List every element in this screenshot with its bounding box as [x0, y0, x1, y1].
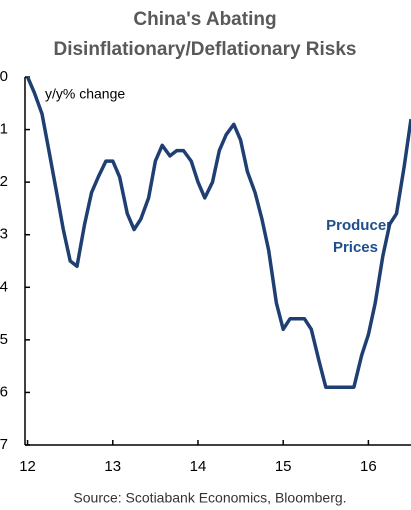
y-tick-label: -6 [0, 383, 8, 400]
chart-title: Disinflationary/Deflationary Risks [53, 39, 356, 60]
y-tick-label: -4 [0, 278, 8, 295]
annotation: Prices [333, 239, 378, 256]
y-tick-label: -3 [0, 226, 8, 243]
x-tick-label: 15 [275, 458, 292, 475]
x-tick-label: 16 [360, 458, 377, 475]
x-tick-label: 14 [190, 458, 207, 475]
source: Source: Scotiabank Economics, Bloomberg. [73, 490, 346, 506]
x-tick-label: 13 [104, 458, 121, 475]
y-tick-label: 0 [0, 68, 8, 85]
annotation: Producer [326, 217, 392, 234]
y-tick-label: -7 [0, 436, 8, 453]
line [25, 76, 411, 389]
y-label: y/y% change [45, 86, 125, 102]
y-tick-label: -5 [0, 331, 8, 348]
y-tick-label: -1 [0, 121, 8, 138]
chart-title: China's Abating [133, 9, 276, 30]
x-tick-label: 12 [19, 458, 36, 475]
y-tick-label: -2 [0, 173, 8, 190]
